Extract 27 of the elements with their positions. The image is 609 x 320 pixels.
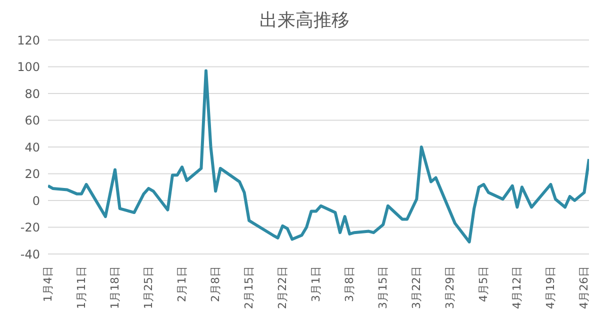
x-tick-label: 3月15日: [376, 266, 390, 309]
x-tick-label: 1月4日: [42, 266, 54, 302]
x-tick-label: 3月1日: [310, 266, 323, 302]
x-tick-label: 1月25日: [142, 266, 156, 309]
y-tick-label: 20: [24, 167, 40, 182]
y-tick-label: 0: [32, 194, 40, 208]
x-tick-label: 1月18日: [108, 266, 122, 309]
x-tick-label: 2月15日: [242, 266, 256, 309]
y-tick-label: 40: [24, 140, 40, 154]
y-tick-label: 100: [17, 60, 40, 74]
y-tick-label: -20: [20, 220, 40, 235]
y-tick-label: 120: [17, 33, 40, 48]
chart-title: 出来高推移: [258, 9, 350, 33]
y-tick-label: 80: [24, 86, 40, 101]
x-tick-label: 4月12日: [510, 266, 524, 309]
x-tick-label: 4月5日: [477, 266, 490, 302]
x-tick-label: 2月1日: [176, 266, 189, 302]
y-tick-label: -40: [20, 247, 40, 262]
x-tick-label: 3月29日: [444, 266, 457, 309]
x-tick-label: 4月26日: [578, 266, 591, 309]
x-tick-label: 2月22日: [276, 266, 290, 309]
x-tick-label: 2月8日: [209, 266, 222, 302]
x-tick-label: 1月11日: [75, 266, 88, 309]
y-tick-label: 60: [24, 114, 40, 128]
x-tick-label: 3月8日: [343, 266, 356, 302]
x-tick-label: 4月19日: [544, 266, 558, 309]
x-tick-label: 3月22日: [410, 266, 424, 309]
